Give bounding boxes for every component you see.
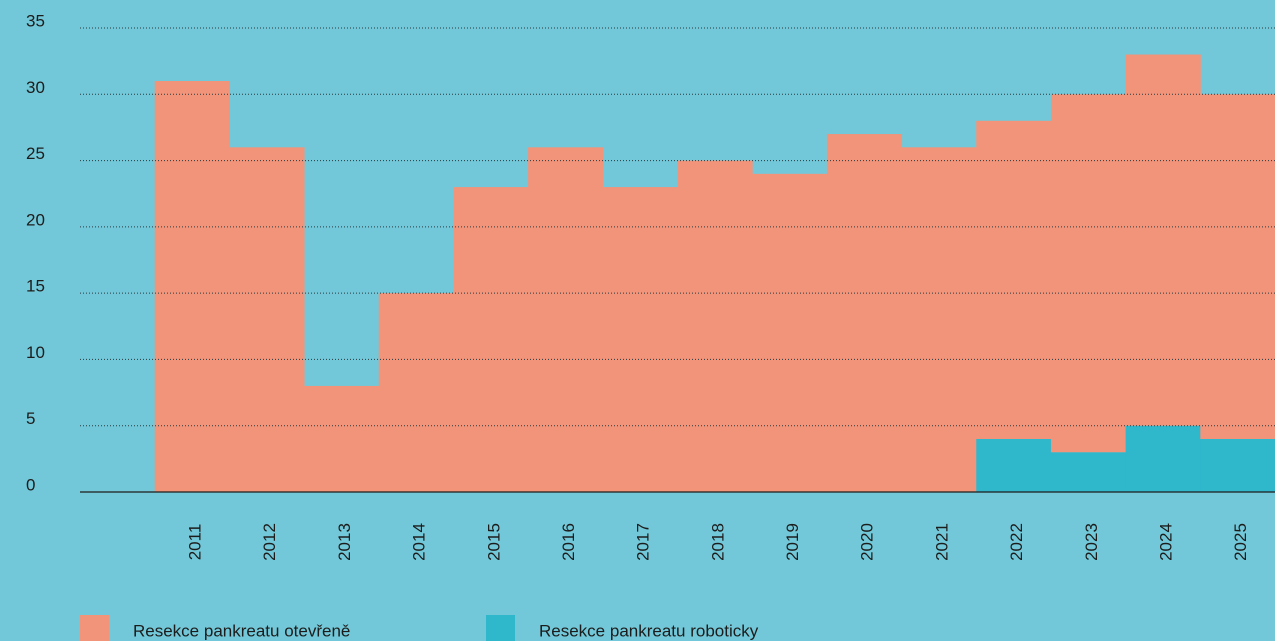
y-tick-label: 15: [26, 277, 45, 296]
bar-segment: [602, 187, 678, 493]
x-tick-label: 2013: [335, 523, 354, 561]
legend-swatch: [80, 615, 109, 641]
x-tick-label: 2020: [858, 523, 877, 561]
bar-segment: [1125, 54, 1201, 426]
legend-label: Resekce pankreatu otevřeně: [133, 621, 350, 640]
y-tick-label: 10: [26, 343, 45, 362]
y-tick-label: 20: [26, 210, 45, 229]
bar-segment: [901, 147, 977, 493]
bar-segment: [304, 385, 380, 492]
bar-segment: [1050, 94, 1127, 453]
y-tick-label: 30: [26, 78, 45, 97]
x-tick-label: 2021: [932, 523, 951, 561]
x-tick-label: 2018: [708, 523, 727, 561]
bar-segment: [1200, 438, 1275, 492]
x-tick-label: 2016: [559, 523, 578, 561]
x-tick-label: 2015: [484, 523, 503, 561]
bar-segment: [976, 438, 1052, 492]
x-tick-label: 2019: [783, 523, 802, 561]
y-tick-label: 25: [26, 144, 45, 163]
y-tick-label: 35: [26, 11, 45, 30]
x-tick-label: 2025: [1231, 523, 1250, 561]
x-tick-label: 2014: [410, 523, 429, 561]
bar-segment: [378, 293, 454, 492]
x-tick-label: 2023: [1082, 523, 1101, 561]
bar-segment: [453, 187, 529, 493]
legend-swatch: [486, 615, 515, 641]
bar-segment: [752, 173, 828, 493]
y-tick-label: 5: [26, 409, 35, 428]
bar-segment: [976, 120, 1052, 439]
x-tick-label: 2022: [1007, 523, 1026, 561]
x-tick-label: 2011: [186, 524, 205, 561]
x-tick-label: 2017: [634, 523, 653, 561]
bar-segment: [1050, 452, 1127, 492]
x-tick-label: 2024: [1156, 523, 1175, 561]
bar-segment: [1125, 425, 1201, 492]
y-tick-label: 0: [26, 475, 35, 494]
bars: [154, 54, 1275, 493]
bar-segment: [229, 147, 305, 493]
bar-segment: [528, 147, 604, 493]
x-tick-label: 2012: [260, 523, 279, 561]
bar-segment: [154, 81, 230, 493]
legend-label: Resekce pankreatu roboticky: [539, 621, 759, 640]
bar-segment: [677, 160, 753, 493]
bar-segment: [1200, 94, 1275, 439]
bar-segment: [826, 134, 903, 493]
